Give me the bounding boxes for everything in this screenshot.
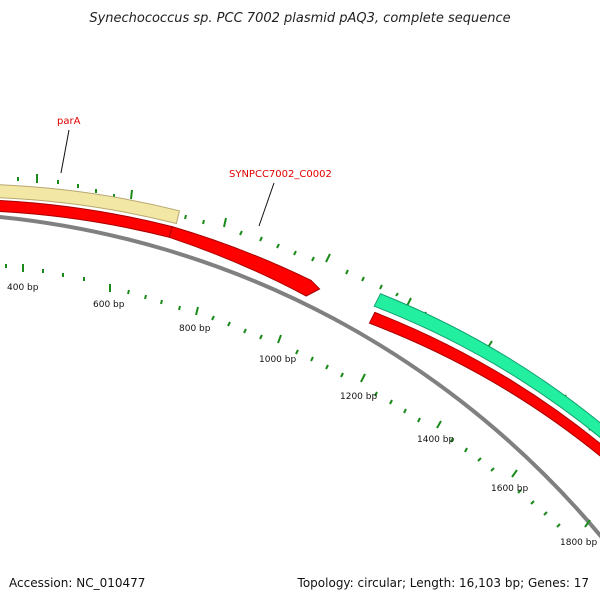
scale-label-1400: 1400 bp bbox=[417, 435, 454, 445]
scale-label-1200: 1200 bp bbox=[340, 392, 377, 402]
scale-label-400: 400 bp bbox=[7, 283, 39, 293]
scale-label-1000: 1000 bp bbox=[259, 355, 296, 365]
gene-track bbox=[0, 184, 600, 457]
gene-label-syn-c0002-text: SYNPCC7002_C0002 bbox=[229, 169, 332, 180]
inner-tick-ring bbox=[5, 264, 591, 528]
scale-label-1800: 1800 bp bbox=[560, 538, 597, 548]
topology-summary-text: Topology: circular; Length: 16,103 bp; G… bbox=[297, 576, 589, 590]
scale-label-1600: 1600 bp bbox=[491, 484, 528, 494]
gene-arc-red-right bbox=[368, 311, 600, 457]
gene-arc-green bbox=[373, 293, 600, 439]
gene-arc-pale-yellow bbox=[0, 184, 181, 225]
scale-label-800: 800 bp bbox=[179, 324, 211, 334]
scale-label-600: 600 bp bbox=[93, 300, 125, 310]
gene-label-syn-c0002-leader bbox=[258, 182, 275, 227]
map-title: Synechococcus sp. PCC 7002 plasmid pAQ3,… bbox=[89, 11, 510, 26]
gene-arc-syn-c0002 bbox=[168, 225, 321, 297]
gene-label-para: parA bbox=[57, 116, 81, 174]
accession-text: Accession: NC_010477 bbox=[9, 576, 145, 590]
plasmid-backbone bbox=[0, 215, 600, 539]
scale-labels: 400 bp 600 bp 800 bp 1000 bp 1200 bp 140… bbox=[7, 283, 597, 548]
gene-label-para-text: parA bbox=[57, 116, 81, 127]
gene-label-para-leader bbox=[60, 129, 70, 174]
gene-label-syn-c0002: SYNPCC7002_C0002 bbox=[229, 169, 332, 227]
